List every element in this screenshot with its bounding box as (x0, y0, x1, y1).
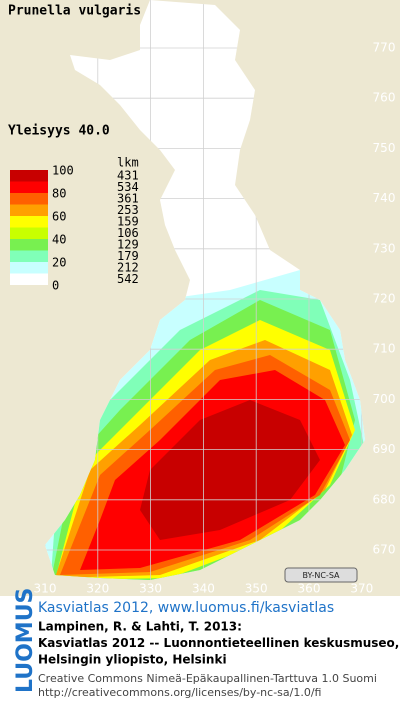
northing-label: 670 (373, 543, 396, 557)
legend-swatch (10, 239, 48, 251)
easting-label: 310 (34, 582, 57, 596)
legend-swatch (10, 273, 48, 285)
easting-label: 360 (298, 582, 321, 596)
northing-label: 710 (373, 342, 396, 356)
legend-swatch (10, 216, 48, 228)
legend-scale-label: 40 (52, 233, 66, 247)
legend-count: 431 (117, 169, 139, 183)
legend-scale-label: 80 (52, 187, 66, 201)
license-line: http://creativecommons.org/licenses/by-n… (38, 686, 321, 699)
atlas-link[interactable]: Kasviatlas 2012, www.luomus.fi/kasviatla… (38, 600, 334, 616)
luomus-logo: LUOMUS (13, 588, 38, 693)
legend-count: 534 (117, 180, 139, 194)
license-badge (284, 567, 358, 583)
legend-swatch (10, 193, 48, 205)
legend-swatch (10, 250, 48, 262)
heat-layer (45, 0, 365, 580)
northing-label: 760 (373, 91, 396, 105)
legend-count: 129 (117, 238, 139, 252)
legend-count: 212 (117, 261, 139, 275)
easting-label: 350 (245, 582, 268, 596)
legend-scale-label: 100 (52, 164, 74, 178)
legend-scale-label: 60 (52, 210, 66, 224)
legend-count: 159 (117, 215, 139, 229)
license-line: Creative Commons Nimeä-Epäkaupallinen-Ta… (38, 672, 377, 685)
legend-count: 542 (117, 272, 139, 286)
citation-line: Lampinen, R. & Lahti, T. 2013: (38, 620, 242, 634)
northing-label: 750 (373, 141, 396, 155)
easting-label: 330 (139, 582, 162, 596)
legend-count: 179 (117, 249, 139, 263)
northing-label: 690 (373, 442, 396, 456)
legend-count: 106 (117, 226, 139, 240)
northing-label: 730 (373, 241, 396, 255)
northing-label: 700 (373, 392, 396, 406)
species-title: Prunella vulgaris (8, 4, 141, 19)
legend-count: 361 (117, 192, 139, 206)
footer: Lampinen, R. & Lahti, T. 2013: Kasviatlas… (38, 620, 399, 700)
easting-label: 340 (192, 582, 215, 596)
legend-swatch (10, 227, 48, 239)
northing-label: 740 (373, 191, 396, 205)
citation-line: Kasviatlas 2012 -- Luonnontieteellinen k… (38, 636, 399, 650)
northing-label: 720 (373, 292, 396, 306)
legend-scale-label: 20 (52, 256, 66, 270)
legend-swatch (10, 204, 48, 216)
legend-swatch (10, 181, 48, 193)
license-badge-text: BY-NC-SA (302, 571, 340, 580)
frequency: Yleisyys 40.0 (8, 124, 110, 139)
grid-labels: 770 760 750 740 730 720 710 700 690 680 670 310 320 3… (34, 41, 396, 596)
legend-scale-label: 0 (52, 279, 59, 293)
legend-swatch (10, 262, 48, 274)
easting-label: 370 (350, 582, 373, 596)
northing-label: 680 (373, 492, 396, 506)
easting-label: 320 (86, 582, 109, 596)
northing-label: 770 (373, 41, 396, 55)
legend-swatch (10, 170, 48, 182)
count-header: lkm (117, 156, 139, 170)
citation-line: Helsingin yliopisto, Helsinki (38, 653, 227, 667)
legend-count: 253 (117, 203, 139, 217)
